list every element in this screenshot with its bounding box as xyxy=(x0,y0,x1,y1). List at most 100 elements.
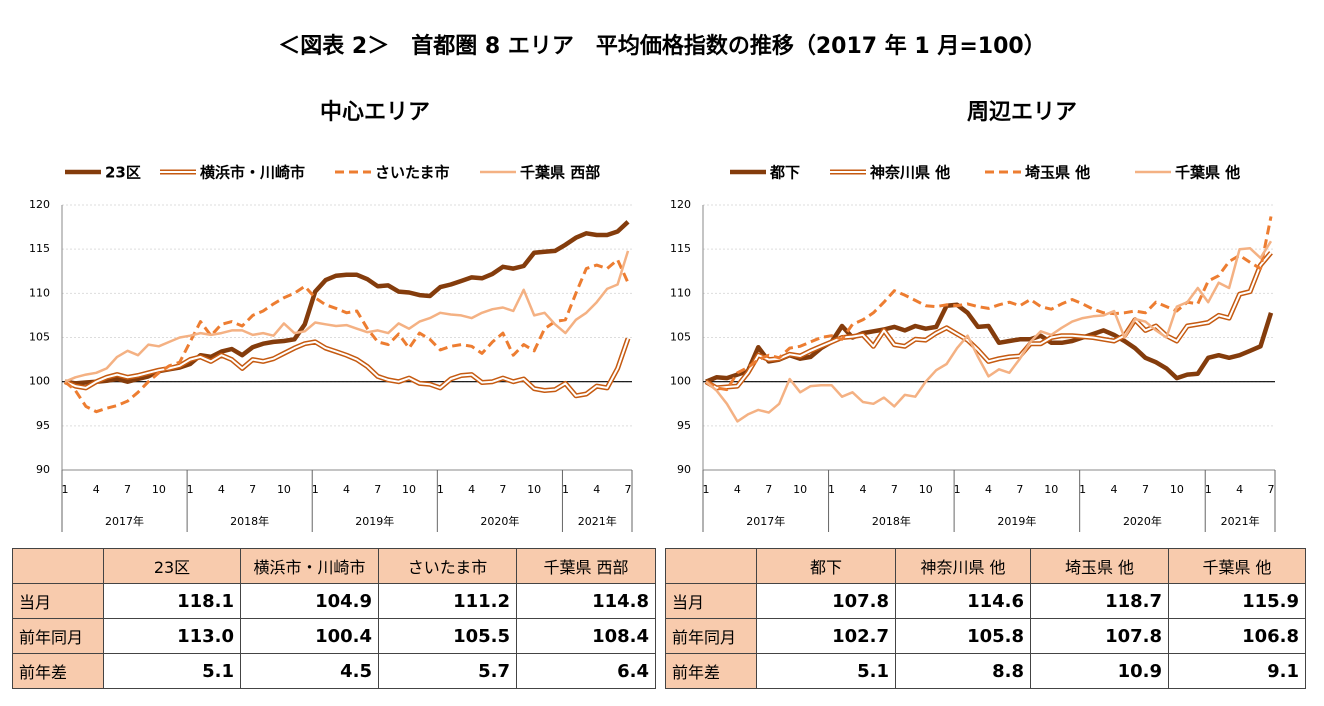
x-tick-label: 4 xyxy=(468,483,475,496)
y-tick-label: 105 xyxy=(670,331,691,344)
y-tick-label: 105 xyxy=(29,331,50,344)
cell-value: 4.5 xyxy=(240,653,379,689)
column-header: 都下 xyxy=(756,548,896,584)
series-line-inner xyxy=(705,252,1272,389)
year-label: 2018年 xyxy=(872,514,911,528)
x-tick-label: 1 xyxy=(437,483,444,496)
x-tick-label: 7 xyxy=(1268,483,1275,496)
legend-label: 23区 xyxy=(105,164,141,182)
year-label: 2020年 xyxy=(1123,514,1162,528)
x-tick-label: 4 xyxy=(593,483,600,496)
y-tick-label: 115 xyxy=(29,242,50,255)
x-tick-label: 10 xyxy=(1170,483,1184,496)
y-tick-label: 110 xyxy=(670,286,691,299)
x-tick-label: 1 xyxy=(1205,483,1212,496)
x-tick-label: 10 xyxy=(152,483,166,496)
x-tick-label: 1 xyxy=(828,483,835,496)
x-tick-label: 1 xyxy=(562,483,569,496)
x-tick-label: 4 xyxy=(1111,483,1118,496)
cell-value: 118.7 xyxy=(1030,583,1169,619)
chart-title: 中心エリア xyxy=(320,100,430,125)
y-tick-label: 95 xyxy=(677,419,691,432)
cell-value: 100.4 xyxy=(240,618,379,654)
x-tick-label: 10 xyxy=(402,483,416,496)
x-tick-label: 10 xyxy=(277,483,291,496)
chart-title: 周辺エリア xyxy=(967,100,1077,125)
row-label: 当月 xyxy=(665,583,757,619)
column-header: 神奈川県 他 xyxy=(895,548,1031,584)
y-tick-label: 90 xyxy=(677,463,691,476)
row-label: 前年差 xyxy=(665,653,757,689)
cell-value: 114.6 xyxy=(895,583,1031,619)
series-line xyxy=(64,220,630,386)
corner-cell xyxy=(12,548,104,584)
x-tick-label: 10 xyxy=(1044,483,1058,496)
x-tick-label: 7 xyxy=(765,483,772,496)
row-label: 当月 xyxy=(12,583,104,619)
cell-value: 107.8 xyxy=(756,583,896,619)
x-tick-label: 4 xyxy=(343,483,350,496)
series-line xyxy=(64,258,630,414)
cell-value: 107.8 xyxy=(1030,618,1169,654)
x-tick-label: 4 xyxy=(93,483,100,496)
column-header: さいたま市 xyxy=(378,548,517,584)
cell-value: 105.5 xyxy=(378,618,517,654)
column-header: 埼玉県 他 xyxy=(1030,548,1169,584)
cell-value: 114.8 xyxy=(516,583,656,619)
cell-value: 5.7 xyxy=(378,653,517,689)
year-label: 2020年 xyxy=(480,514,519,528)
x-tick-label: 10 xyxy=(793,483,807,496)
cell-value: 111.2 xyxy=(378,583,517,619)
series-line-inner xyxy=(64,338,629,397)
y-tick-label: 100 xyxy=(670,375,691,388)
year-label: 2018年 xyxy=(230,514,269,528)
cell-value: 118.1 xyxy=(103,583,241,619)
x-tick-label: 7 xyxy=(374,483,381,496)
x-tick-label: 4 xyxy=(218,483,225,496)
x-tick-label: 1 xyxy=(187,483,194,496)
x-tick-label: 7 xyxy=(891,483,898,496)
series-line xyxy=(704,251,1273,391)
year-label: 2017年 xyxy=(746,514,785,528)
x-tick-label: 10 xyxy=(919,483,933,496)
row-label: 前年同月 xyxy=(12,618,104,654)
summary-table: 23区 横浜市・川崎市 さいたま市 千葉県 西部 当月 118.1 104.9 111.2 11… xyxy=(12,548,656,689)
year-label: 2019年 xyxy=(997,514,1036,528)
y-tick-label: 90 xyxy=(36,463,50,476)
legend-label: 千葉県 他 xyxy=(1175,164,1240,182)
cell-value: 108.4 xyxy=(516,618,656,654)
x-tick-label: 4 xyxy=(859,483,866,496)
cell-value: 10.9 xyxy=(1030,653,1169,689)
row-label: 前年差 xyxy=(12,653,104,689)
cell-value: 9.1 xyxy=(1168,653,1306,689)
cell-value: 5.1 xyxy=(103,653,241,689)
y-tick-label: 120 xyxy=(29,198,50,211)
column-header: 千葉県 他 xyxy=(1168,548,1306,584)
x-tick-label: 4 xyxy=(734,483,741,496)
legend-label: 都下 xyxy=(769,164,800,182)
series-line xyxy=(705,302,1274,384)
legend-label: 神奈川県 他 xyxy=(870,164,950,182)
column-header: 千葉県 西部 xyxy=(516,548,656,584)
series-line xyxy=(64,250,630,383)
x-tick-label: 7 xyxy=(124,483,131,496)
cell-value: 102.7 xyxy=(756,618,896,654)
row-label: 前年同月 xyxy=(665,618,757,654)
x-tick-label: 7 xyxy=(249,483,256,496)
x-tick-label: 7 xyxy=(1016,483,1023,496)
y-tick-label: 120 xyxy=(670,198,691,211)
legend-label: 横浜市・川崎市 xyxy=(200,164,305,182)
cell-value: 115.9 xyxy=(1168,583,1306,619)
legend-label: 千葉県 西部 xyxy=(520,164,600,182)
series-line xyxy=(705,216,1273,392)
cell-value: 6.4 xyxy=(516,653,656,689)
x-tick-label: 7 xyxy=(1142,483,1149,496)
charts: ＜図表 2＞ 首都圏 8 エリア 平均価格指数の推移（2017 年 1 月=10… xyxy=(29,33,1276,532)
x-tick-label: 1 xyxy=(62,483,69,496)
page-title: ＜図表 2＞ 首都圏 8 エリア 平均価格指数の推移（2017 年 1 月=10… xyxy=(278,33,1045,59)
cell-value: 5.1 xyxy=(756,653,896,689)
cell-value: 105.8 xyxy=(895,618,1031,654)
cell-value: 113.0 xyxy=(103,618,241,654)
legend-label: 埼玉県 他 xyxy=(1025,164,1090,182)
